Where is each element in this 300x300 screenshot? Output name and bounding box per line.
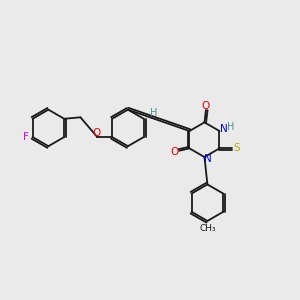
Text: S: S (234, 143, 240, 153)
Text: O: O (202, 100, 210, 111)
Text: H: H (227, 122, 234, 133)
Text: N: N (220, 124, 228, 134)
Text: F: F (23, 132, 29, 142)
Text: N: N (204, 154, 212, 164)
Text: H: H (150, 108, 157, 118)
Text: CH₃: CH₃ (199, 224, 216, 233)
Text: O: O (170, 147, 178, 157)
Text: O: O (93, 128, 101, 138)
